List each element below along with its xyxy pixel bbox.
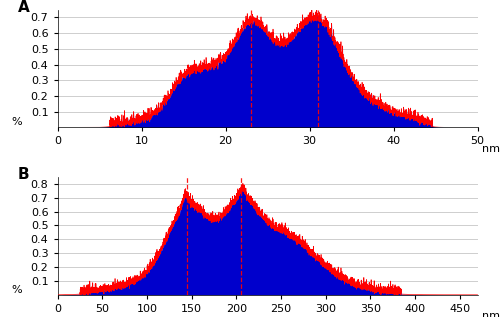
Text: nm: nm: [482, 311, 500, 317]
Text: %: %: [11, 285, 22, 295]
Text: nm: nm: [482, 144, 500, 154]
Text: A: A: [18, 0, 29, 15]
Text: B: B: [18, 167, 29, 183]
Text: %: %: [11, 117, 22, 127]
